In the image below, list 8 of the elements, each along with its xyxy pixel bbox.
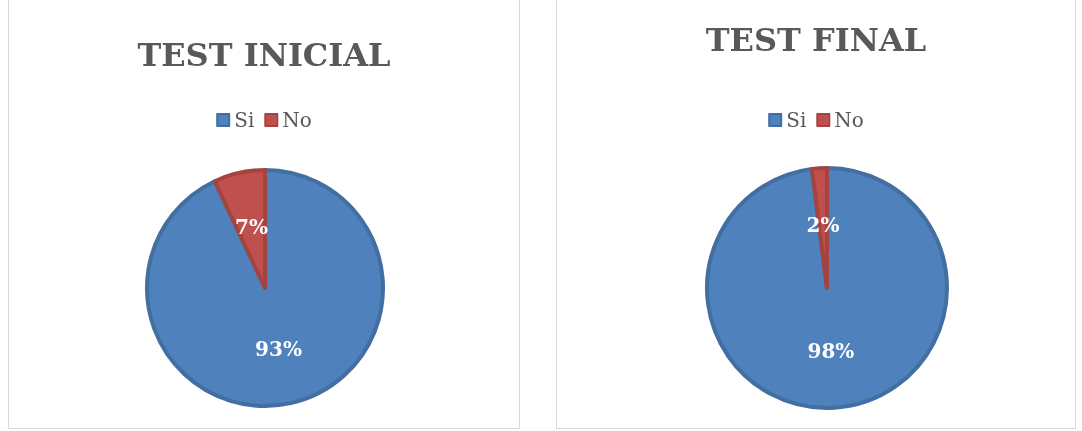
legend-label: No bbox=[282, 108, 312, 132]
chart-title: TEST INICIAL bbox=[137, 36, 391, 74]
legend-label: Si bbox=[234, 108, 255, 132]
legend-label: Si bbox=[786, 108, 807, 132]
data-label: 93% bbox=[255, 336, 302, 361]
chart-title: TEST FINAL bbox=[705, 21, 927, 59]
data-label: 98% bbox=[807, 338, 855, 363]
legend-label: No bbox=[834, 108, 864, 132]
